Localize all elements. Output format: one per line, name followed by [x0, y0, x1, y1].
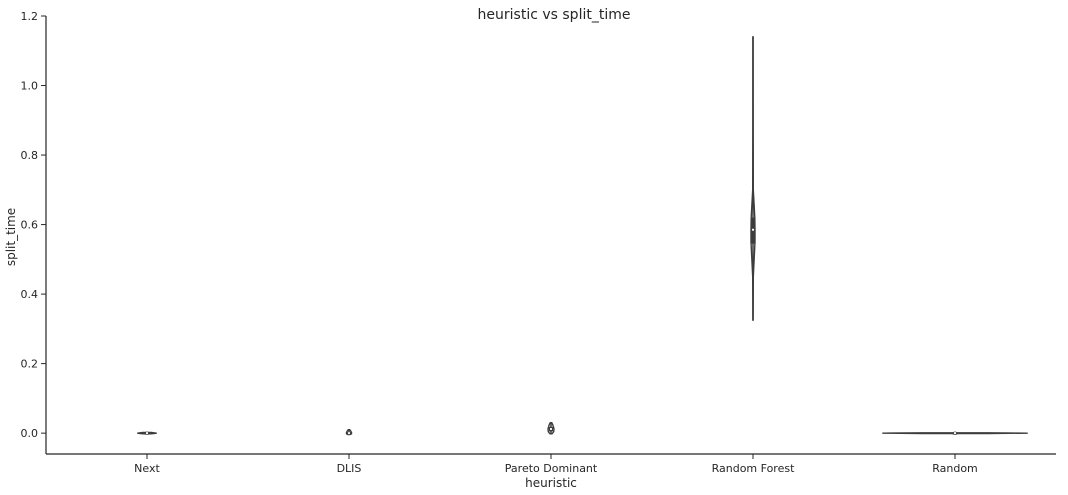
y-tick-label: 0.8 [21, 149, 39, 162]
y-tick-label: 1.0 [21, 80, 39, 93]
violin-random-forest [750, 36, 756, 321]
violin-median [751, 228, 755, 232]
violin-body [547, 422, 555, 435]
x-tick-label: Random Forest [712, 462, 795, 475]
x-tick-label: Pareto Dominant [505, 462, 598, 475]
chart-title: heuristic vs split_time [478, 7, 631, 23]
violin-dlis [345, 428, 353, 436]
violins [137, 36, 1028, 436]
violin-body [882, 432, 1028, 435]
x-axis-ticks: Next DLIS Pareto Dominant Random Forest Rand… [134, 454, 978, 475]
violin-median [953, 431, 957, 435]
y-axis-title: split_time [4, 208, 18, 266]
violin-median [145, 431, 149, 435]
violin-body [137, 431, 157, 435]
y-tick-label: 0.2 [21, 358, 39, 371]
x-axis-title: heuristic [525, 476, 577, 490]
x-tick-label: DLIS [337, 462, 362, 475]
x-tick-label: Random [932, 462, 978, 475]
violin-next [137, 431, 157, 435]
violin-median [549, 427, 553, 431]
y-axis-ticks: 0.0 0.2 0.4 0.6 0.8 1.0 1.2 [21, 10, 46, 440]
violin-pareto-dominant [547, 422, 555, 435]
violin-random [882, 431, 1028, 435]
y-tick-label: 0.6 [21, 219, 39, 232]
y-tick-label: 0.0 [21, 427, 39, 440]
violin-median [347, 431, 351, 435]
y-tick-label: 0.4 [21, 288, 39, 301]
x-tick-label: Next [134, 462, 160, 475]
y-tick-label: 1.2 [21, 10, 39, 23]
